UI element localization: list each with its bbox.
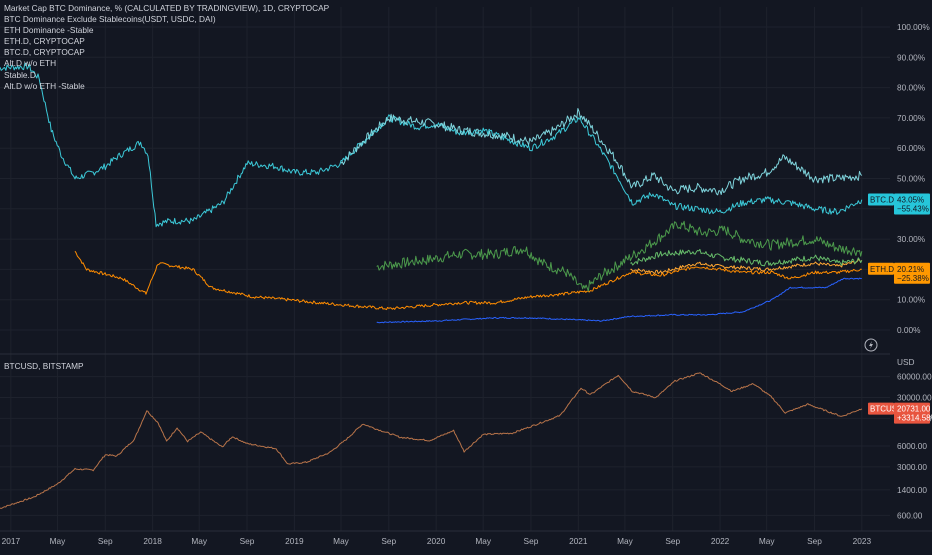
lower-axis-tick-label: 30000.00 <box>897 393 932 403</box>
upper-axis-tick-label: 60.00% <box>897 143 926 153</box>
time-axis-tick-label: Sep <box>98 536 113 546</box>
series-line-btc-d[interactable] <box>0 62 863 228</box>
btc-d-tag-name: BTC.D <box>870 196 894 205</box>
btcusd-tag-change: +3314.58% <box>897 414 932 423</box>
upper-legend: Market Cap BTC Dominance, % (CALCULATED … <box>4 3 329 92</box>
time-axis-tick-label: May <box>759 536 776 546</box>
grid-layer <box>0 7 890 531</box>
time-axis-tick-label: Sep <box>381 536 396 546</box>
legend-item[interactable]: BTC.D, CRYPTOCAP <box>4 47 85 58</box>
upper-axis-tick-label: 30.00% <box>897 234 926 244</box>
legend-item[interactable]: Stable.D <box>4 69 36 80</box>
lower-axis-tick-label: 6000.00 <box>897 441 927 451</box>
lower-pane-series <box>0 372 863 509</box>
eth-d-tag-value: 20.21% <box>897 265 924 274</box>
time-axis-tick-label: 2021 <box>569 536 588 546</box>
legend-title[interactable]: Market Cap BTC Dominance, % (CALCULATED … <box>4 3 330 13</box>
btcusd-tag-name-bg <box>868 402 894 415</box>
legend-item[interactable]: Alt.D w/o ETH -Stable <box>4 80 85 91</box>
upper-axis-tick-label: 90.00% <box>897 52 926 62</box>
upper-axis-tick-label: 50.00% <box>897 174 926 184</box>
series-line-alt-d-wo-eth-stable[interactable] <box>630 248 863 267</box>
time-axis-tick-label: Sep <box>807 536 822 546</box>
time-axis-tick-label: 2018 <box>143 536 162 546</box>
legend-item[interactable]: Alt.D w/o ETH <box>4 58 57 69</box>
legend-item[interactable]: BTC Dominance Exclude Stablecoins(USDT, … <box>4 14 216 25</box>
btcusd-tag-name: BTCUSD <box>870 405 903 414</box>
lower-axis-tick-label: 3000.00 <box>897 462 927 472</box>
upper-axis-tick-label: 100.00% <box>897 22 930 32</box>
time-axis-tick-label: May <box>617 536 634 546</box>
eth-d-tag-value-bg <box>894 262 930 284</box>
lower-legend-title[interactable]: BTCUSD, BITSTAMP <box>4 361 84 371</box>
time-axis-tick-label: May <box>191 536 208 546</box>
btc-d-tag-change: −55.43% <box>897 205 929 214</box>
time-axis-tick-label: 2017 <box>2 536 21 546</box>
time-axis-tick-label: 2023 <box>853 536 872 546</box>
time-axis[interactable]: 2017 May Sep 2018 May Sep 2019 May Sep 2020 May Sep… <box>0 530 932 546</box>
series-line-eth-d[interactable] <box>74 250 862 311</box>
time-axis-tick-label: 2020 <box>427 536 446 546</box>
lower-axis-tick-label: 600.00 <box>897 510 923 520</box>
upper-axis-tick-label: 10.00% <box>897 295 926 305</box>
series-line-eth-d-ex-stable[interactable] <box>630 258 863 275</box>
eth-d-tag-name-bg <box>868 262 894 275</box>
upper-pane-series <box>0 62 863 324</box>
legend-item[interactable]: ETH Dominance -Stable <box>4 25 94 36</box>
btcusd-tag-value: 20731.00 <box>897 405 931 414</box>
btc-d-tag-value-bg <box>894 193 930 215</box>
series-line-stable-d[interactable] <box>376 277 862 324</box>
time-axis-tick-label: May <box>475 536 492 546</box>
lower-axis-unit: USD <box>897 357 915 367</box>
btc-d-tag-value: 43.05% <box>897 196 924 205</box>
price-tags: BTC.D 43.05%−55.43% ETH.D 20.21%−25.38% BTCU… <box>868 193 932 424</box>
legend-item[interactable]: ETH.D, CRYPTOCAP <box>4 36 85 47</box>
time-axis-tick-label: May <box>50 536 67 546</box>
upper-axis-tick-label: 70.00% <box>897 113 926 123</box>
time-axis-tick-label: Sep <box>524 536 539 546</box>
series-line-alt-d-wo-eth[interactable] <box>376 220 863 292</box>
btcusd-tag-value-bg <box>894 402 930 424</box>
upper-axis-tick-label: 0.00% <box>897 325 921 335</box>
series-line-btcusd[interactable] <box>0 372 863 509</box>
time-axis-tick-label: 2019 <box>285 536 304 546</box>
time-axis-tick-label: 2022 <box>711 536 730 546</box>
btc-d-tag-name-bg <box>868 193 894 206</box>
time-axis-tick-label: Sep <box>665 536 680 546</box>
eth-d-tag-name: ETH.D <box>870 265 894 274</box>
lightning-icon[interactable] <box>864 338 878 352</box>
lower-axis-tick-label: 60000.00 <box>897 372 932 382</box>
eth-d-tag-change: −25.38% <box>897 274 929 283</box>
lower-axis-tick-label: 1400.00 <box>897 485 927 495</box>
upper-axis-tick-label: 80.00% <box>897 83 926 93</box>
time-axis-tick-label: May <box>333 536 350 546</box>
time-axis-tick-label: Sep <box>240 536 255 546</box>
series-line-btc-d-ex-stable[interactable] <box>340 108 863 196</box>
